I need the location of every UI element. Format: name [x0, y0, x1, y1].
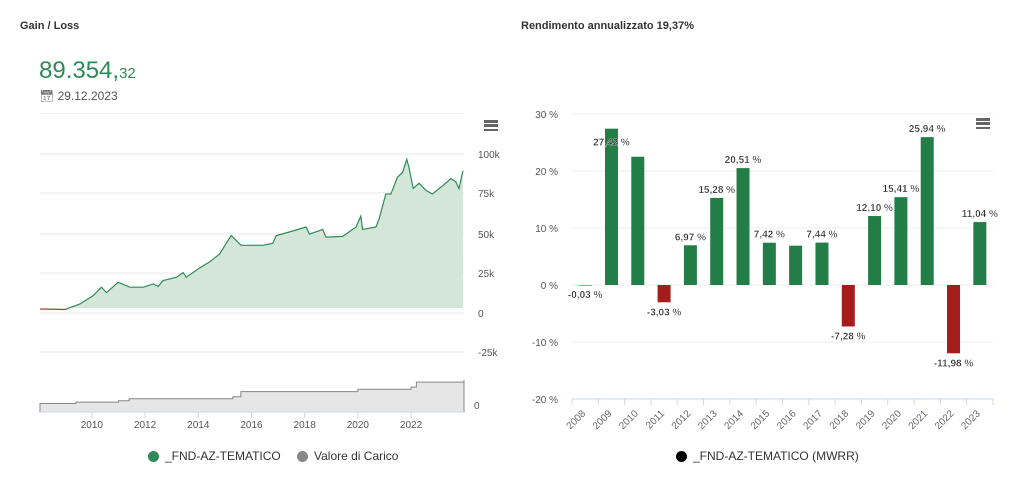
bar-2008 [578, 285, 592, 286]
gain-loss-value: 89.354,32 [39, 57, 136, 85]
x-tick-label: 2014 [723, 408, 747, 432]
x-tick-label: 2017 [801, 408, 825, 432]
data-label: -3,03 % [647, 307, 682, 318]
x-tick-label: 2013 [696, 408, 720, 432]
x-tick-label: 2022 [400, 420, 423, 430]
gain-area [40, 159, 463, 310]
data-label: 12,10 % [856, 203, 893, 214]
data-label: 11,04 % [962, 209, 998, 220]
y-tick-label: 20 % [535, 167, 558, 178]
bar-2013 [710, 197, 724, 285]
legend-item-carico[interactable]: Valore di Carico [297, 449, 398, 463]
bar-2022 [947, 285, 961, 354]
data-label: -0,03 % [568, 290, 603, 301]
x-tick-label: 2012 [670, 408, 694, 432]
y-tick-label: 100k [478, 150, 501, 161]
bar-2016 [789, 245, 803, 285]
bar-2009 [604, 128, 618, 285]
gain-loss-title: Gain / Loss [20, 20, 80, 32]
y-tick-label: 50k [478, 230, 495, 241]
x-tick-label: 2019 [854, 408, 878, 432]
bar-2018 [841, 285, 855, 327]
legend-dot-icon [676, 450, 687, 462]
annual-return-chart: 30 % 20 % 10 % 0 % -10 % -20 % 2008 -0,03 % 2009… [532, 110, 998, 432]
y-tick-label: 0 [478, 309, 484, 320]
data-label: -7,28 % [831, 331, 866, 342]
bar-2021 [920, 137, 934, 285]
data-label: 7,44 % [806, 230, 837, 241]
y-tick-label: 30 % [535, 110, 558, 121]
data-label: -11,98 % [934, 358, 974, 369]
x-tick-label: 2023 [959, 408, 983, 432]
legend-item-mwrr[interactable]: _FND-AZ-TEMATICO (MWRR) [676, 449, 859, 463]
x-tick-label: 2021 [907, 408, 931, 432]
x-tick-label: 2020 [880, 408, 904, 432]
x-tick-label: 2018 [828, 408, 852, 432]
bar-2012 [683, 245, 697, 285]
legend-item-fund[interactable]: _FND-AZ-TEMATICO [148, 449, 281, 463]
x-tick-label: 2016 [240, 420, 263, 430]
data-label: 15,28 % [698, 185, 735, 196]
gain-loss-chart: 100k 75k 50k 25k 0 -25k 0 2010 2012 2014 2016 2018 2… [39, 150, 501, 430]
navigator-carico-area [39, 379, 465, 413]
x-tick-label: 2011 [644, 408, 667, 431]
data-label: 6,97 % [675, 232, 706, 243]
legend-dot-icon [297, 450, 308, 462]
y-tick-label: -10 % [532, 338, 558, 349]
annualized-return-title: Rendimento annualizzato 19,37% [521, 20, 694, 32]
divider [40, 113, 464, 114]
x-tick-label: 2009 [591, 408, 615, 432]
y-tick-label: -20 % [532, 395, 558, 406]
value-main: 89.354, [39, 57, 120, 84]
gain-line [64, 157, 464, 311]
bar-2015 [762, 242, 776, 285]
bar-2014 [736, 168, 750, 285]
y-tick-label: 10 % [535, 224, 558, 235]
data-label: 15,41 % [883, 184, 920, 195]
x-tick-label: 2020 [347, 420, 370, 430]
y-tick-label: 75k [478, 189, 495, 200]
y-tick-label: 0 % [541, 281, 558, 292]
bar-2020 [894, 197, 908, 285]
data-label: 20,51 % [725, 155, 762, 166]
x-tick-label: 2016 [775, 408, 799, 432]
navigator-y-tick: 0 [474, 401, 480, 412]
bar-2023 [973, 222, 987, 285]
legend-label: _FND-AZ-TEMATICO [165, 449, 281, 463]
x-tick-label: 2022 [933, 408, 957, 432]
value-decimals: 32 [119, 65, 136, 82]
data-label: 25,94 % [909, 124, 946, 135]
y-tick-label: 25k [478, 269, 495, 280]
legend-label: _FND-AZ-TEMATICO (MWRR) [693, 449, 859, 463]
hamburger-menu-icon[interactable] [976, 118, 990, 129]
data-label: 7,42 % [754, 230, 785, 241]
bar-2017 [815, 242, 829, 285]
x-tick-label: 2010 [81, 420, 104, 430]
legend-label: Valore di Carico [314, 449, 399, 463]
x-tick-label: 2015 [749, 408, 773, 432]
bar-2010 [631, 156, 645, 285]
hamburger-menu-icon[interactable] [484, 120, 498, 131]
legend-dot-icon [148, 450, 159, 462]
bar-2011 [657, 285, 671, 303]
x-tick-label: 2012 [134, 420, 157, 430]
calendar-icon: 📅︎ [39, 89, 55, 103]
x-tick-label: 2010 [617, 408, 641, 432]
x-tick-label: 2018 [294, 420, 317, 430]
x-tick-label: 2014 [187, 420, 210, 430]
y-tick-label: -25k [478, 348, 498, 359]
data-label: 27,42 % [593, 137, 630, 148]
x-tick-label: 2008 [565, 408, 589, 432]
date-text: 29.12.2023 [57, 89, 118, 103]
bar-2019 [868, 216, 882, 285]
date-row: 📅︎ 29.12.2023 [39, 89, 118, 103]
